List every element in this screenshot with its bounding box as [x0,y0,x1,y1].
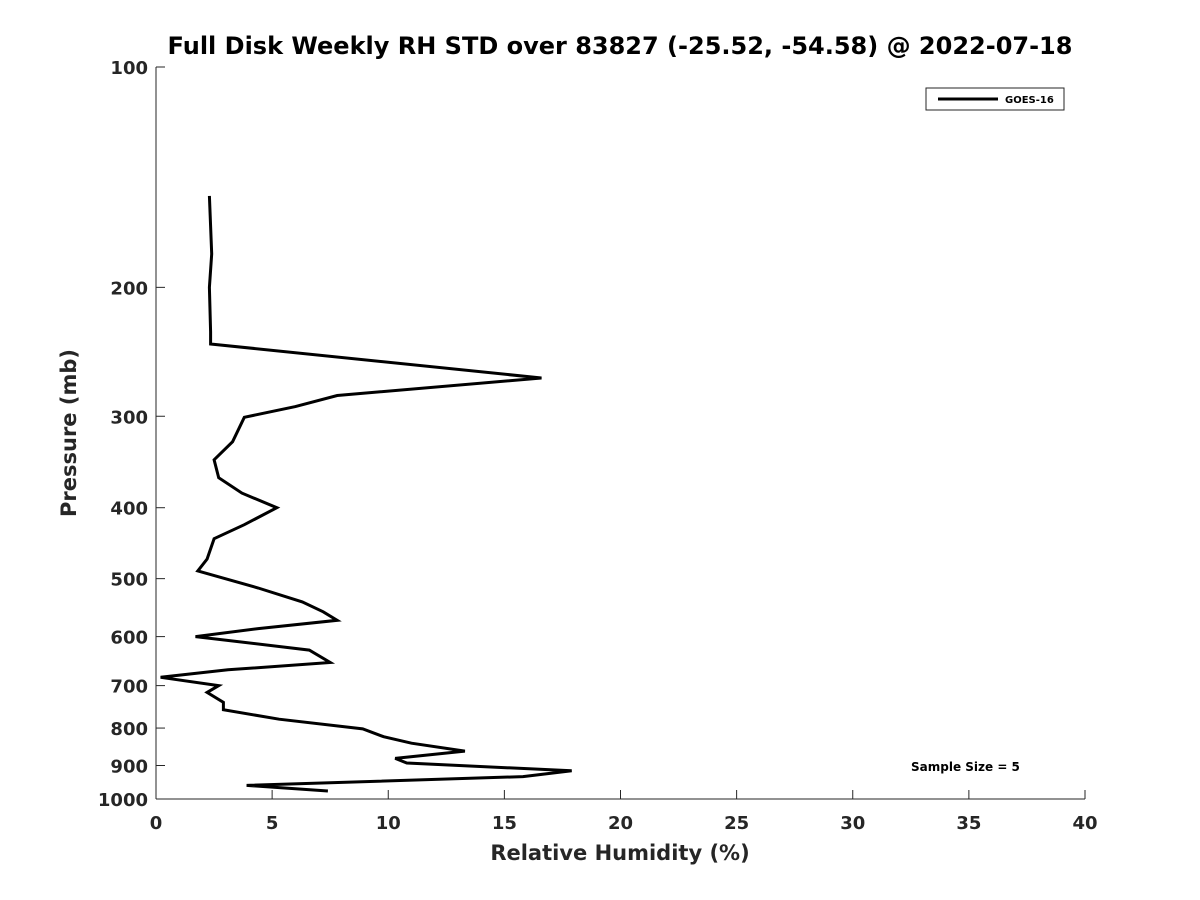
y-axis-ticks: 100 200 300 400 500 600 700 800 900 1000 [98,58,165,811]
y-axis-label: Pressure (mb) [57,349,81,517]
y-tick-label: 900 [110,757,148,778]
series-line-goes-16 [160,195,572,793]
x-tick-label: 40 [1072,813,1097,834]
x-tick-label: 35 [956,813,981,834]
x-tick-label: 20 [608,813,633,834]
y-tick-label: 100 [110,58,148,79]
x-tick-label: 30 [840,813,865,834]
x-tick-label: 25 [724,813,749,834]
sample-size-annotation: Sample Size = 5 [911,760,1020,774]
x-tick-label: 15 [492,813,517,834]
y-tick-label: 400 [110,499,148,520]
chart-title: Full Disk Weekly RH STD over 83827 (-25.… [168,32,1073,60]
legend: GOES-16 [925,87,1065,111]
y-tick-label: 1000 [98,790,148,811]
x-tick-label: 10 [376,813,401,834]
y-tick-label: 500 [110,570,148,591]
x-tick-label: 5 [266,813,279,834]
y-tick-label: 600 [110,628,148,649]
series-layer [160,195,572,793]
x-axis-label: Relative Humidity (%) [490,841,749,865]
y-tick-label: 300 [110,407,148,428]
y-tick-label: 700 [110,677,148,698]
x-tick-label: 0 [150,813,163,834]
y-tick-label: 200 [110,278,148,299]
y-tick-label: 800 [110,719,148,740]
plot-area [156,67,1085,799]
x-axis-ticks: 0 5 10 15 20 25 30 35 40 [150,790,1098,834]
legend-label-goes-16: GOES-16 [1005,95,1054,106]
